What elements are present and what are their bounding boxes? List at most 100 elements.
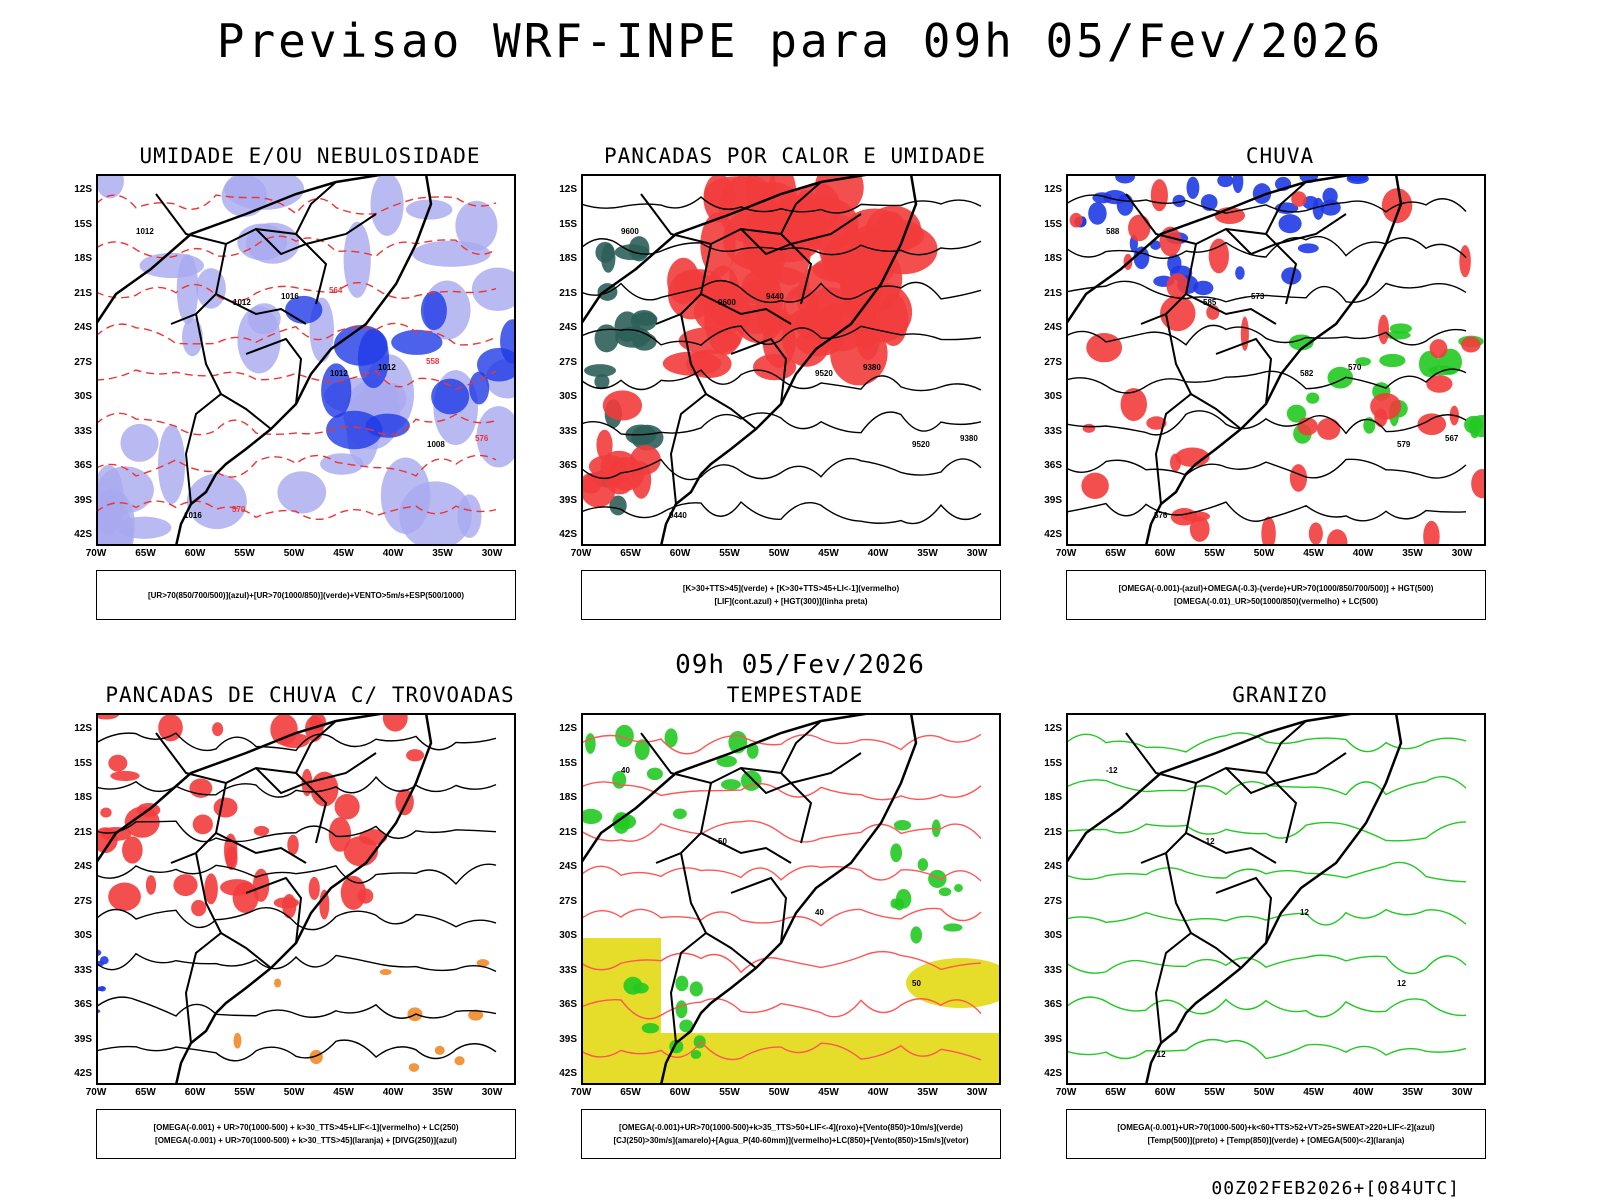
field-patch [181, 317, 203, 357]
contour-label: 9440 [766, 292, 784, 301]
border-line [700, 832, 792, 864]
lat-label: 36S [1044, 460, 1062, 471]
lon-label: 40W [1352, 1087, 1374, 1098]
lat-label: 30S [1044, 391, 1062, 402]
coastline [581, 713, 918, 1085]
contour-label: 585 [1203, 298, 1217, 307]
lat-label: 24S [1044, 861, 1062, 872]
legend-box: [OMEGA(-0.001)-(azul)+OMEGA(-0.3)-(verde… [1066, 570, 1486, 620]
lat-label: 36S [1044, 999, 1062, 1010]
contour-label: -12 [1106, 766, 1118, 775]
field-patch [225, 846, 238, 871]
contour-label: 9520 [912, 440, 930, 449]
field-patch [420, 291, 447, 331]
lat-label: 21S [1044, 826, 1062, 838]
field-patch [431, 378, 470, 415]
lon-label: 60W [184, 548, 206, 559]
contour-line [1066, 861, 1467, 883]
field-patch [1308, 522, 1323, 545]
lat-label: 42S [559, 1068, 577, 1079]
border-line [780, 181, 822, 235]
field-patch [1429, 339, 1448, 359]
field-patch [233, 1032, 242, 1049]
field-patch [1232, 174, 1244, 194]
field-patch [455, 200, 498, 251]
lat-label: 42S [1044, 1068, 1062, 1079]
contour-line [581, 238, 982, 256]
field-patch [1426, 375, 1453, 393]
border-line [1140, 782, 1197, 864]
field-patch [145, 875, 157, 895]
border-line [184, 932, 222, 1044]
field-patch [943, 923, 963, 932]
field-patch [615, 724, 634, 748]
lon-label: 50W [283, 548, 305, 559]
contour-label: 9600 [621, 227, 639, 236]
contour-line [1066, 368, 1467, 394]
lon-label: 70W [1055, 548, 1077, 559]
field-patch [468, 1009, 484, 1021]
panel-umidade: UMIDADE E/OU NEBULOSIDADE 12S 15S 18S 21S 24S… [60, 144, 560, 634]
field-patch [1166, 273, 1189, 299]
lon-label: 60W [669, 548, 691, 559]
field-patch [632, 982, 649, 994]
main-title: Previsao WRF-INPE para 09h 05/Fev/2026 [216, 14, 1384, 68]
contour-label: 564 [329, 286, 343, 295]
contour-line [96, 412, 497, 436]
border-line [184, 393, 222, 505]
field-patch [157, 424, 186, 504]
forecast-map: 1012 1012 1012 1008 1016 1016 1012 576 570 564 558 [96, 174, 516, 546]
contour-line [96, 322, 497, 346]
legend-box: [OMEGA(-0.001) + UR>70(1000-500) + k>30_… [96, 1109, 516, 1159]
contour-label: 50 [718, 837, 727, 846]
lat-label: 33S [74, 964, 92, 976]
lat-label: 39S [74, 494, 92, 506]
border-line [1140, 243, 1197, 325]
field-patch [716, 755, 737, 768]
border-line [170, 782, 227, 864]
field-patch [391, 329, 443, 355]
contour-line [581, 1040, 982, 1061]
field-patch [1120, 387, 1148, 421]
lon-label: 50W [283, 1087, 305, 1098]
contour-line [96, 732, 497, 752]
field-patch [779, 189, 822, 229]
border-line [1265, 181, 1307, 235]
lat-label: 21S [559, 826, 577, 838]
field-patch [1235, 266, 1245, 280]
field-patch [408, 1063, 420, 1072]
lon-label: 30W [966, 1087, 988, 1098]
lon-label: 70W [85, 548, 107, 559]
legend-line: [K>30+TTS>45](verde) + [K>30+TTS>45+LI<-… [682, 584, 900, 593]
contour-label: 579 [1397, 440, 1411, 449]
lat-label: 27S [74, 356, 92, 368]
legend-line: [CJ(250)>30m/s](amarelo)+[Agua_P(40-60mm… [613, 1136, 969, 1145]
field-patch [96, 174, 124, 199]
contour-line [1066, 280, 1467, 304]
map-frame [581, 713, 1001, 1085]
lon-label: 45W [1303, 1087, 1324, 1098]
contour-label: 558 [426, 357, 440, 366]
field-patch [675, 975, 689, 992]
coastline [1066, 174, 1403, 546]
field-patch [1461, 336, 1481, 353]
lon-label: 40W [382, 1087, 404, 1098]
field-patch [1418, 351, 1440, 378]
lat-label: 15S [1044, 218, 1062, 230]
contour-label: 588 [1106, 227, 1120, 236]
legend-line: [OMEGA(-0.001) + UR>70(1000-500) + k>30_… [153, 1123, 459, 1132]
field-patch [938, 887, 952, 897]
field-patch [273, 978, 282, 988]
field-patch [380, 457, 431, 534]
row-date: 09h 05/Fev/2026 [675, 650, 925, 680]
contour-line [1066, 410, 1467, 436]
lon-label: 30W [481, 1087, 503, 1098]
field-patch [246, 222, 300, 264]
border-line [245, 876, 303, 944]
field-patch [1355, 357, 1371, 367]
lat-label: 15S [1044, 757, 1062, 769]
lon-label: 70W [570, 1087, 592, 1098]
border-line [255, 752, 377, 795]
lat-label: 36S [74, 460, 92, 471]
field-patch [1320, 199, 1341, 216]
